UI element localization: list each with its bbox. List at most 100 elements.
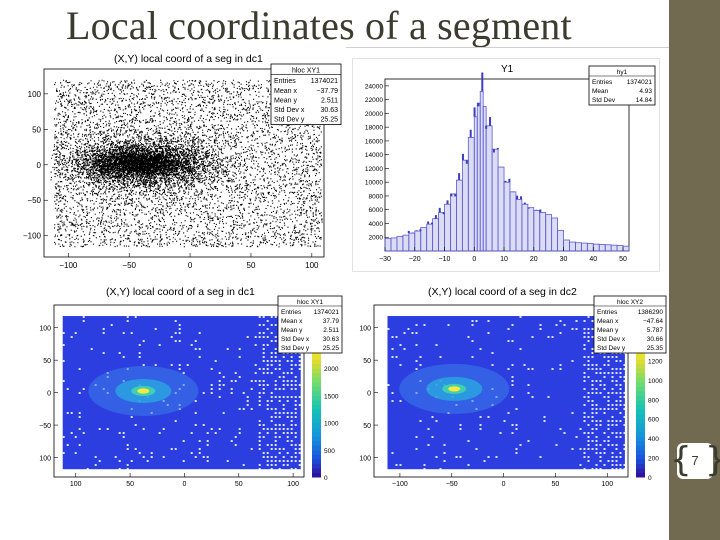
y-tick-label: 24000	[365, 83, 383, 90]
stats-label: Std Dev x	[274, 107, 305, 114]
stats-value: 25.25	[320, 117, 338, 124]
histogram-bar	[420, 227, 428, 252]
x-tick-label: 100	[287, 481, 299, 488]
histogram-bar	[491, 148, 499, 252]
chart-title: Y1	[501, 64, 514, 75]
colorbar-cell	[636, 363, 645, 369]
colorbar-cell	[636, 463, 645, 469]
histogram-bar	[438, 212, 445, 252]
histogram-panel-y1: Y1 −30 −20 −10 0 10 20 30 40 50 24000 22000 20000 18…	[352, 58, 660, 272]
stats-box	[277, 295, 343, 354]
histogram-bar	[461, 159, 469, 252]
stats-box-name: hloc XY2	[617, 299, 643, 306]
x-tick-label: −20	[409, 256, 421, 263]
y-tick-label: 50	[43, 358, 51, 365]
histogram-bar	[580, 242, 588, 252]
x-tick-label: 100	[305, 261, 319, 270]
stats-value: 2.511	[323, 327, 339, 334]
colorbar-cell	[312, 431, 321, 437]
x-tick-label: 0	[182, 481, 186, 488]
histogram-bar	[515, 198, 523, 252]
histogram-bar	[598, 244, 606, 252]
x-tick-label: 50	[235, 481, 243, 488]
colorbar-tick-label: 2000	[324, 366, 339, 373]
colorbar-cell	[312, 467, 321, 473]
page-number-box	[677, 443, 713, 479]
x-tick-label: −10	[439, 256, 451, 263]
stats-label: Std Dev	[592, 97, 616, 104]
histogram-bar	[426, 223, 434, 252]
stats-value: 1374021	[311, 78, 338, 85]
colorbar-tick-label: 800	[648, 397, 659, 404]
colorbar-cell	[312, 390, 321, 396]
stats-label: Entries	[592, 79, 613, 86]
x-tick-label: 0	[502, 481, 506, 488]
histogram-chart-y1: Y1 −30 −20 −10 0 10 20 30 40 50 24000 22000 20000 18…	[365, 64, 656, 263]
histogram-bar	[545, 214, 553, 252]
colorbar-cell	[636, 404, 645, 410]
histogram-bar	[610, 244, 618, 252]
colorbar-cell	[312, 381, 321, 387]
stats-value: 25.25	[323, 345, 340, 352]
stats-value: 2.511	[321, 97, 338, 104]
left-brace-icon: {	[670, 440, 692, 480]
stats-value: 1374021	[627, 79, 653, 86]
colorbar-cell	[312, 449, 321, 455]
y-tick-label: 50	[363, 358, 371, 365]
colorbar-cell	[312, 409, 321, 415]
colorbar-tick-label: 0	[324, 475, 328, 482]
histogram-bar	[384, 238, 392, 252]
stats-value: 25.35	[647, 345, 664, 352]
histogram-bar	[503, 181, 511, 252]
heatmap-chart-dc1: (X,Y) local coord of a seg in dc1 250020…	[39, 286, 343, 488]
histogram-bar	[476, 102, 481, 252]
stats-value: −47.64	[643, 318, 663, 325]
histogram-bar	[456, 179, 463, 252]
colorbar-cell	[312, 395, 321, 401]
x-tick-label: −100	[59, 261, 78, 270]
y-tick-label: 10000	[365, 180, 383, 187]
colorbar-cell	[312, 418, 321, 424]
stats-value: −37.79	[316, 88, 338, 95]
stats-label: Mean y	[597, 327, 619, 334]
colorbar-cell	[312, 386, 321, 392]
histogram-bar	[622, 245, 630, 252]
x-tick-label: 50	[126, 481, 134, 488]
x-tick-label: 40	[589, 256, 597, 263]
histogram-bar	[521, 203, 529, 252]
x-tick-label: 10	[500, 256, 508, 263]
y-tick-label: 14000	[365, 152, 383, 159]
scatter-chart-dc1: (X,Y) local coord of a seg in dc1 −100 −5…	[23, 53, 342, 270]
x-tick-label: 100	[601, 481, 613, 488]
x-tick-label: −100	[392, 481, 408, 488]
colorbar-cell	[636, 359, 645, 365]
stats-label: Entries	[281, 309, 302, 316]
colorbar-cell	[312, 399, 321, 405]
chart-title: (X,Y) local coord of a seg in dc1	[106, 286, 255, 298]
colorbar-cell	[312, 368, 321, 374]
colorbar-cell	[636, 413, 645, 419]
histogram-bar	[533, 210, 541, 252]
x-tick-label: 50	[619, 256, 627, 263]
scatter-panel-dc1: (X,Y) local coord of a seg in dc1 −100 −5…	[14, 47, 346, 275]
page-number: 7	[691, 453, 699, 468]
x-tick-label: 50	[552, 481, 560, 488]
y-tick-label: 100	[39, 326, 51, 333]
stats-box-name: hloc XY1	[297, 299, 323, 306]
histogram-bar	[396, 236, 404, 252]
colorbar-cell	[312, 458, 321, 464]
y-tick-label: 100	[39, 456, 51, 463]
stats-label: Entries	[274, 78, 296, 85]
colorbar-cell	[312, 440, 321, 446]
colorbar-cell	[636, 431, 645, 437]
y-tick-label: 100	[359, 326, 371, 333]
colorbar-cell	[312, 472, 321, 478]
stats-label: Mean	[592, 88, 609, 95]
colorbar-cell	[312, 372, 321, 378]
colorbar-tick-label: 0	[648, 475, 652, 482]
histogram-bar	[557, 229, 564, 252]
x-tick-label: 0	[472, 256, 476, 263]
histogram-bar	[586, 243, 594, 252]
colorbar-cell	[312, 359, 321, 365]
heatmap-chart-dc2: (X,Y) local coord of a seg in dc2 140012…	[359, 286, 667, 488]
